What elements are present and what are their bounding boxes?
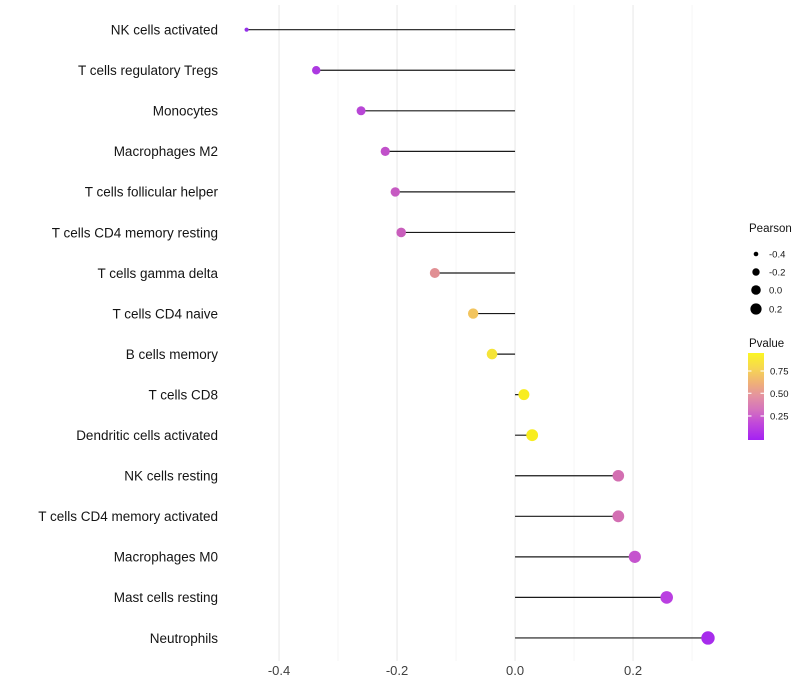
category-label: NK cells activated bbox=[111, 23, 218, 38]
category-label: T cells regulatory Tregs bbox=[78, 63, 218, 78]
x-tick-label: 0.2 bbox=[624, 663, 642, 678]
lollipop-dot bbox=[612, 469, 625, 482]
lollipop-dot bbox=[628, 550, 641, 563]
x-tick-label: 0.0 bbox=[506, 663, 524, 678]
lollipop-dot bbox=[660, 591, 673, 604]
category-label: T cells CD4 memory resting bbox=[52, 225, 218, 240]
color-legend-label: 0.50 bbox=[770, 389, 789, 400]
lollipop-dot bbox=[380, 146, 390, 156]
category-label: Macrophages M2 bbox=[114, 144, 218, 159]
lollipop-dot bbox=[396, 227, 406, 238]
size-legend-dot bbox=[750, 303, 762, 315]
size-legend-label: -0.4 bbox=[769, 250, 785, 261]
lollipop-dot bbox=[486, 348, 498, 360]
lollipop-dot bbox=[244, 27, 249, 32]
size-legend-dot bbox=[753, 251, 759, 257]
lollipop-dot bbox=[526, 429, 539, 442]
size-legend-label: 0.0 bbox=[769, 286, 782, 297]
lollipop-dot bbox=[429, 268, 440, 278]
size-legend-label: 0.2 bbox=[769, 305, 782, 316]
category-label: Mast cells resting bbox=[114, 590, 218, 605]
pvalue-gradient-bar bbox=[748, 353, 764, 440]
size-legend-label: -0.2 bbox=[769, 268, 785, 279]
lollipop-dot bbox=[518, 389, 530, 401]
color-legend-label: 0.75 bbox=[770, 367, 789, 378]
category-label: Monocytes bbox=[153, 104, 219, 119]
category-label: T cells gamma delta bbox=[97, 266, 218, 281]
lollipop-dot bbox=[612, 510, 625, 523]
category-label: Dendritic cells activated bbox=[76, 428, 218, 443]
x-tick-label: -0.4 bbox=[268, 663, 290, 678]
lollipop-dot bbox=[312, 66, 321, 75]
category-label: T cells follicular helper bbox=[85, 185, 219, 200]
category-label: T cells CD8 bbox=[148, 387, 218, 402]
color-legend-title: Pvalue bbox=[749, 338, 784, 350]
category-label: B cells memory bbox=[126, 347, 219, 362]
color-legend-label: 0.25 bbox=[770, 411, 789, 422]
size-legend-title: Pearson bbox=[749, 223, 792, 235]
size-legend-dot bbox=[751, 285, 761, 295]
lollipop-dot bbox=[356, 106, 366, 116]
category-label: Neutrophils bbox=[150, 631, 219, 646]
lollipop-dot bbox=[467, 308, 479, 319]
lollipop-dot bbox=[701, 631, 715, 645]
category-label: T cells CD4 memory activated bbox=[38, 509, 218, 524]
x-tick-label: -0.2 bbox=[386, 663, 408, 678]
lollipop-dot bbox=[390, 187, 400, 197]
category-label: NK cells resting bbox=[124, 469, 218, 484]
size-legend-dot bbox=[752, 268, 760, 276]
category-label: T cells CD4 naive bbox=[112, 306, 218, 321]
category-label: Macrophages M0 bbox=[114, 550, 218, 565]
